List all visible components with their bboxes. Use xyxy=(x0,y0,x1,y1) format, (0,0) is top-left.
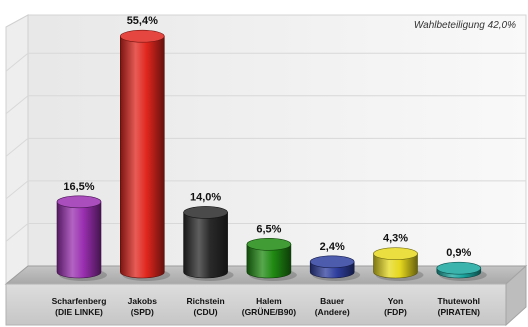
category-label: Richstein (CDU) xyxy=(186,296,224,317)
gridline xyxy=(5,137,526,157)
bar-top-cap xyxy=(183,206,228,219)
bar-value-label: 14,0% xyxy=(190,191,221,203)
gridline xyxy=(5,222,526,242)
bar-value-label: 6,5% xyxy=(256,223,281,235)
category-label: Yon (FDP) xyxy=(384,296,407,317)
bar-body xyxy=(246,244,292,279)
gridline xyxy=(5,180,526,200)
bar-body xyxy=(120,35,165,279)
bar-5 xyxy=(373,247,424,281)
bar-top-cap xyxy=(120,29,165,43)
labels-group: 16,5%Scharfenberg (DIE LINKE)55,4%Jakobs(… xyxy=(52,15,481,317)
bar-top-cap xyxy=(246,238,292,251)
bars-group xyxy=(56,29,487,281)
bar-value-label: 4,3% xyxy=(383,233,408,245)
category-label-line: Halem xyxy=(256,296,282,306)
category-label-line: (FDP) xyxy=(384,307,407,317)
category-axis-band xyxy=(5,283,507,326)
bar-2 xyxy=(183,206,234,281)
category-label-line: Jakobs xyxy=(128,296,158,306)
category-label-line: Thutewohl xyxy=(438,296,481,306)
bar-top-cap xyxy=(309,255,355,269)
bar-top-cap xyxy=(56,195,102,209)
bar-4 xyxy=(309,255,361,281)
category-axis-band-side xyxy=(505,264,527,327)
category-label-line: (DIE LINKE) xyxy=(55,307,103,317)
category-label: Jakobs (SPD) xyxy=(128,296,158,317)
category-label: Scharfenberg (DIE LINKE) xyxy=(52,296,107,317)
turnout-annotation: Wahlbeteiligung 42,0% xyxy=(413,20,516,31)
bar-top-cap xyxy=(373,247,418,261)
gridline xyxy=(5,52,526,72)
category-label-line: Yon xyxy=(388,296,403,306)
bar-value-label: 55,4% xyxy=(127,15,158,27)
category-label-line: (CDU) xyxy=(194,307,218,317)
category-label-line: (Andere) xyxy=(315,307,350,317)
bar-body xyxy=(373,253,418,279)
bar-value-label: 0,9% xyxy=(446,247,471,259)
category-label-line: (GRÜNE/B90) xyxy=(242,307,296,317)
bar-value-label: 16,5% xyxy=(63,181,94,193)
bar-3 xyxy=(246,238,297,281)
bar-0 xyxy=(56,195,107,281)
bar-value-label: 2,4% xyxy=(320,241,345,253)
category-label: Bauer (Andere) xyxy=(315,296,350,317)
category-label: Thutewohl (PIRATEN) xyxy=(438,296,481,317)
bar-6 xyxy=(436,261,487,281)
category-label-line: Richstein xyxy=(186,296,224,306)
category-label-line: Scharfenberg xyxy=(52,296,107,306)
category-label: Halem (GRÜNE/B90) xyxy=(242,296,296,317)
bar-top-cap xyxy=(436,261,482,275)
category-label-line: Bauer xyxy=(320,296,345,306)
bar-body xyxy=(183,212,228,279)
category-label-line: (PIRATEN) xyxy=(438,307,481,317)
gridline xyxy=(5,95,526,115)
category-label-line: (SPD) xyxy=(131,307,154,317)
bar-1 xyxy=(120,29,171,281)
bar-body xyxy=(56,201,102,279)
